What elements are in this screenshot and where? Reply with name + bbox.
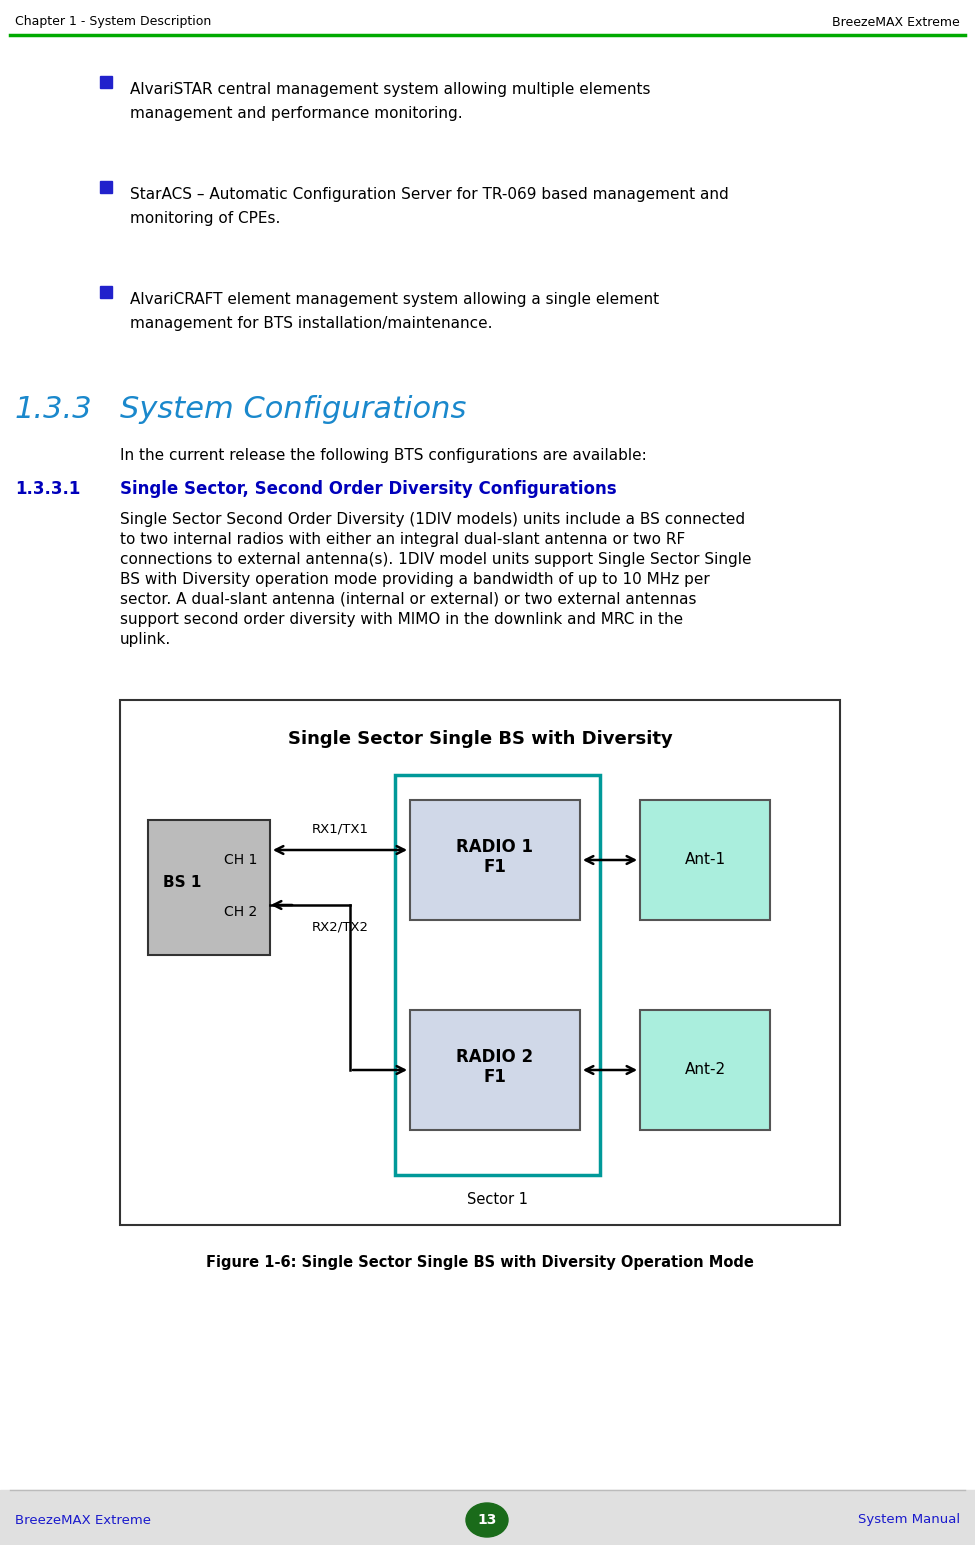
- Text: management and performance monitoring.: management and performance monitoring.: [130, 107, 462, 121]
- Text: CH 1: CH 1: [224, 853, 257, 867]
- Text: BreezeMAX Extreme: BreezeMAX Extreme: [15, 1514, 151, 1526]
- Text: Figure 1-6: Single Sector Single BS with Diversity Operation Mode: Figure 1-6: Single Sector Single BS with…: [206, 1255, 754, 1270]
- Text: System Configurations: System Configurations: [120, 396, 466, 423]
- Bar: [100, 76, 112, 88]
- Text: monitoring of CPEs.: monitoring of CPEs.: [130, 212, 281, 226]
- Text: AlvariSTAR central management system allowing multiple elements: AlvariSTAR central management system all…: [130, 82, 650, 97]
- Bar: [395, 776, 600, 1176]
- Text: 13: 13: [478, 1513, 496, 1526]
- Ellipse shape: [466, 1503, 508, 1537]
- Text: Single Sector, Second Order Diversity Configurations: Single Sector, Second Order Diversity Co…: [120, 480, 616, 497]
- Text: Single Sector Second Order Diversity (1DIV models) units include a BS connected: Single Sector Second Order Diversity (1D…: [120, 511, 745, 527]
- Bar: [640, 800, 770, 919]
- Bar: [640, 1010, 770, 1129]
- Text: Single Sector Single BS with Diversity: Single Sector Single BS with Diversity: [288, 729, 673, 748]
- Text: management for BTS installation/maintenance.: management for BTS installation/maintena…: [130, 317, 492, 331]
- Text: System Manual: System Manual: [858, 1514, 960, 1526]
- Text: Chapter 1 - System Description: Chapter 1 - System Description: [15, 15, 212, 28]
- Text: Ant-2: Ant-2: [684, 1063, 725, 1077]
- Bar: [410, 800, 580, 919]
- Text: Sector 1: Sector 1: [467, 1193, 528, 1207]
- Text: In the current release the following BTS configurations are available:: In the current release the following BTS…: [120, 448, 646, 463]
- Bar: [148, 820, 270, 955]
- Bar: [0, 1489, 975, 1545]
- Text: connections to external antenna(s). 1DIV model units support Single Sector Singl: connections to external antenna(s). 1DIV…: [120, 552, 752, 567]
- Text: StarACS – Automatic Configuration Server for TR-069 based management and: StarACS – Automatic Configuration Server…: [130, 187, 728, 202]
- Text: support second order diversity with MIMO in the downlink and MRC in the: support second order diversity with MIMO…: [120, 612, 683, 627]
- Text: RADIO 1
F1: RADIO 1 F1: [456, 837, 533, 876]
- Text: RX1/TX1: RX1/TX1: [311, 822, 369, 834]
- Bar: [100, 181, 112, 193]
- Bar: [410, 1010, 580, 1129]
- Text: sector. A dual-slant antenna (internal or external) or two external antennas: sector. A dual-slant antenna (internal o…: [120, 592, 696, 607]
- Bar: [120, 700, 840, 1225]
- Bar: [100, 286, 112, 298]
- Text: uplink.: uplink.: [120, 632, 172, 647]
- Text: BS 1: BS 1: [163, 874, 202, 890]
- Text: BreezeMAX Extreme: BreezeMAX Extreme: [833, 15, 960, 28]
- Text: to two internal radios with either an integral dual-slant antenna or two RF: to two internal radios with either an in…: [120, 531, 685, 547]
- Text: Ant-1: Ant-1: [684, 853, 725, 867]
- Text: BS with Diversity operation mode providing a bandwidth of up to 10 MHz per: BS with Diversity operation mode providi…: [120, 572, 710, 587]
- Text: 1.3.3.1: 1.3.3.1: [15, 480, 80, 497]
- Text: RADIO 2
F1: RADIO 2 F1: [456, 1048, 533, 1086]
- Text: 1.3.3: 1.3.3: [15, 396, 93, 423]
- Text: CH 2: CH 2: [224, 905, 257, 919]
- Text: AlvariCRAFT element management system allowing a single element: AlvariCRAFT element management system al…: [130, 292, 659, 307]
- Text: RX2/TX2: RX2/TX2: [311, 919, 369, 933]
